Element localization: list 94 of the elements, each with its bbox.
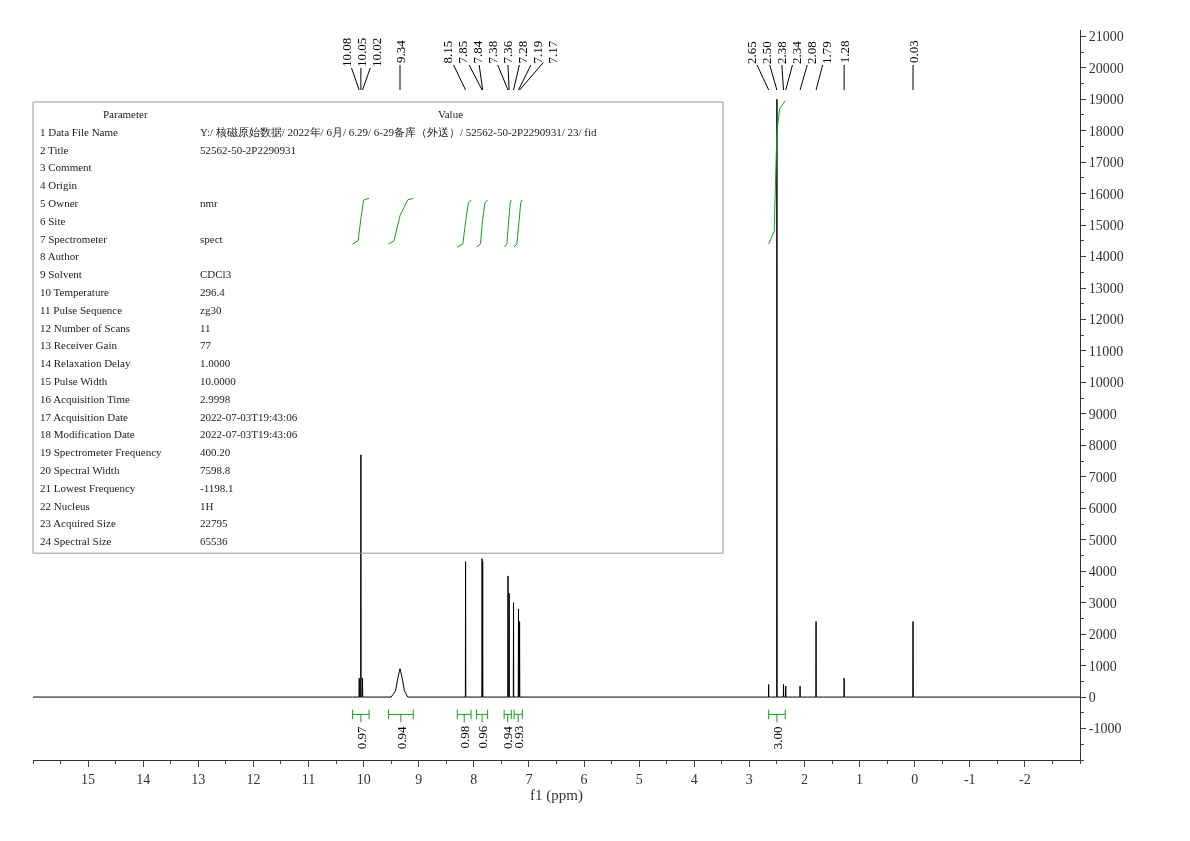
text: 19 Spectrometer Frequency 400.20	[40, 446, 231, 458]
y-tick-label: 2000	[1088, 627, 1117, 643]
annotation: 10.05	[353, 37, 369, 67]
text: Parameter Value	[103, 108, 464, 120]
x-tick-label: 10	[356, 771, 371, 787]
y-tick-label: 17000	[1088, 155, 1124, 171]
y-tick-label: 13000	[1088, 280, 1124, 296]
x-tick-label: 11	[301, 771, 316, 787]
text: 12 Number of Scans 11	[40, 322, 211, 334]
annotation: 3.00	[769, 726, 785, 750]
y-tick-label: 20000	[1088, 60, 1124, 76]
text: 2 Title 52562-50-2P2290931	[40, 144, 296, 156]
x-tick-label: 9	[415, 771, 423, 787]
y-tick-label: 18000	[1088, 123, 1124, 139]
x-tick-label: 4	[690, 771, 698, 787]
annotation: 2.34	[788, 40, 804, 64]
y-tick-label: 10000	[1088, 375, 1124, 391]
x-tick-label: 14	[136, 771, 151, 787]
annotation: 9.34	[393, 39, 408, 63]
annotation: 2.50	[758, 41, 774, 64]
y-tick-label: 14000	[1088, 249, 1124, 265]
annotation: 10.02	[368, 37, 384, 67]
text: 14 Relaxation Delay 1.0000	[40, 357, 231, 369]
y-tick-label: 3000	[1088, 595, 1117, 611]
text: 21 Lowest Frequency -1198.1	[40, 482, 234, 494]
annotation: 7.38	[485, 40, 501, 64]
y-tick-label: 1000	[1088, 658, 1117, 674]
annotation: 1.28	[837, 40, 853, 64]
y-tick-label: 15000	[1088, 217, 1124, 233]
annotation: 8.15	[440, 40, 456, 64]
y-tick-label: 6000	[1088, 501, 1117, 517]
x-tick-label: 12	[246, 771, 261, 787]
x-tick-label: -2	[1019, 771, 1031, 787]
x-tick-label: 8	[470, 771, 478, 787]
y-tick-label: 5000	[1088, 532, 1117, 548]
annotation: 2.38	[773, 41, 789, 64]
x-tick-label: 2	[800, 771, 808, 787]
text: 18 Modification Date 2022-07-03T19:43:06	[40, 428, 298, 440]
annotation: 2.08	[803, 41, 819, 64]
annotation: 0.97	[353, 725, 369, 750]
y-tick-label: 0	[1088, 689, 1096, 705]
text: 9 Solvent CDCl3	[40, 268, 232, 280]
text: 20 Spectral Width 7598.8	[40, 464, 231, 476]
annotation: 7.28	[515, 40, 531, 64]
annotation: 4 Origin	[40, 179, 78, 191]
text: 10 Temperature 296.4	[40, 286, 225, 298]
x-tick-label: 13	[191, 771, 206, 787]
x-axis-title: f1 (ppm)	[530, 786, 583, 804]
annotation: 3 Comment	[40, 161, 92, 173]
x-tick-label: 7	[525, 771, 533, 787]
annotation: 7.36	[500, 40, 516, 64]
x-tick-label: 15	[81, 771, 96, 787]
annotation: 0.94	[500, 725, 516, 750]
text: 11 Pulse Sequence zg30	[40, 304, 222, 316]
y-tick-label: 7000	[1088, 469, 1117, 485]
x-tick-label: -1	[963, 771, 976, 787]
y-tick-label: 4000	[1088, 564, 1117, 580]
annotation: 7.84	[470, 40, 486, 64]
y-tick-label: 8000	[1088, 438, 1117, 454]
text: 17 Acquisition Date 2022-07-03T19:43:06	[40, 411, 298, 423]
y-tick-label: 16000	[1088, 186, 1124, 202]
annotation: 2.65	[743, 41, 759, 64]
annotation: 1.79	[818, 41, 834, 64]
text: 7 Spectrometer spect	[40, 233, 223, 245]
annotation: 10.08	[338, 37, 354, 67]
y-tick-label: 12000	[1088, 312, 1124, 328]
y-tick-label: 21000	[1088, 29, 1124, 45]
text: 15 Pulse Width 10.0000	[40, 375, 236, 387]
text: 24 Spectral Size 65536	[40, 535, 228, 547]
text: 22 Nucleus 1H	[40, 500, 214, 512]
text: 23 Acquired Size 22795	[40, 517, 228, 529]
y-tick-label: 11000	[1088, 343, 1124, 359]
annotation: 0.96	[474, 725, 490, 749]
y-tick-label: 9000	[1088, 406, 1117, 422]
annotation: 0.94	[393, 725, 409, 750]
annotation: 7.85	[455, 40, 471, 64]
annotation: 7.19	[530, 40, 546, 64]
x-tick-label: 0	[911, 771, 919, 787]
annotation: 8 Author	[40, 250, 80, 262]
x-tick-label: 6	[580, 771, 588, 787]
line-series	[33, 98, 1080, 698]
x-tick-label: 3	[745, 771, 753, 787]
text: 13 Receiver Gain 77	[40, 339, 211, 351]
x-tick-label: 5	[635, 771, 643, 787]
x-tick-label: 1	[856, 771, 864, 787]
y-tick-label: 19000	[1088, 92, 1124, 108]
text: 5 Owner nmr	[40, 197, 218, 209]
annotation: 7.17	[545, 40, 561, 64]
y-tick-label: -1000	[1088, 721, 1122, 737]
text: 16 Acquisition Time 2.9998	[40, 393, 231, 405]
annotation: 6 Site	[40, 215, 66, 227]
annotation: 0.98	[456, 725, 472, 749]
annotation: 0.03	[906, 40, 922, 64]
text: 1 Data File Name Y:/ 核磁原始数据/ 2022年/ 6月/ 6.29/ 6-29备库（外送）/ 52562-50-2P2290931/ 23/ fid	[40, 126, 597, 138]
